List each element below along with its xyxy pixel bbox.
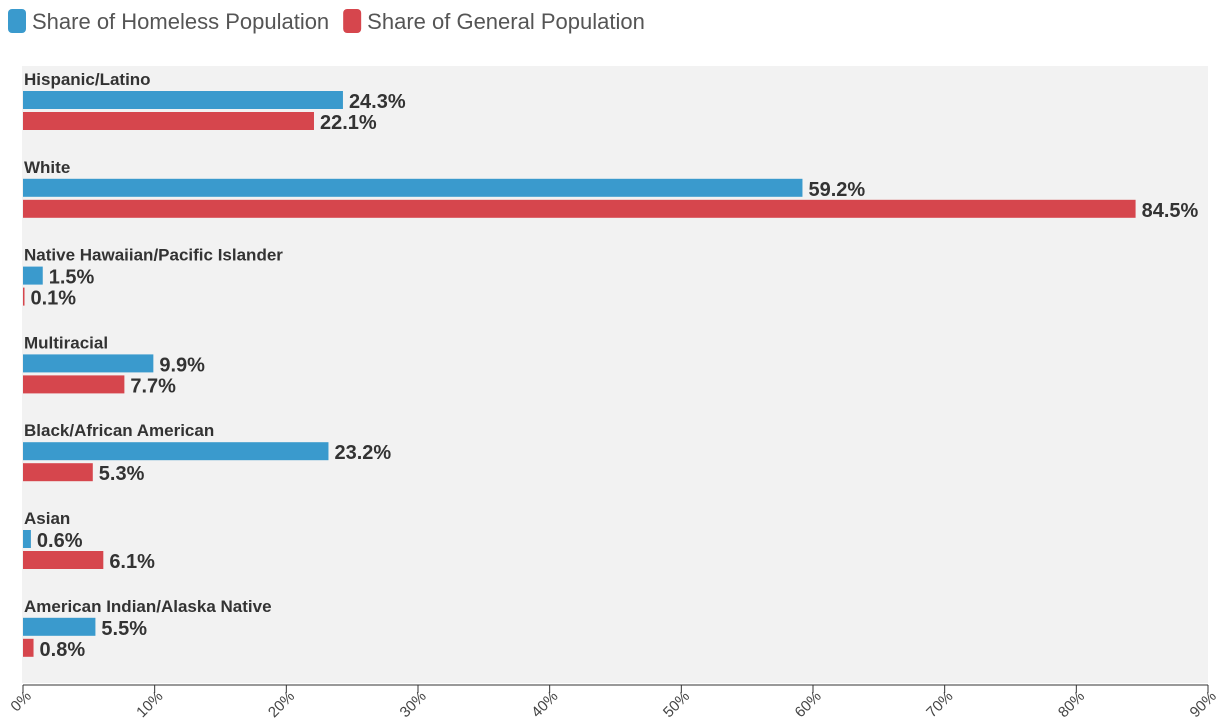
value-label: 24.3% [349,91,406,113]
value-label: 1.5% [49,267,95,289]
bar-group-asian: Asian 0.6% 6.1% [23,509,155,573]
value-label: 6.1% [109,551,155,573]
bar-group-hispanic-latino: Hispanic/Latino 24.3%22.1% [23,70,406,134]
plot-background [22,66,1208,683]
bar-share-of-general-population-black-african-american [23,463,93,482]
category-label: Black/African American [24,421,214,440]
legend-swatch-share-of-homeless-population [8,9,26,33]
bar-group-black-african-american: Black/African American 23.2% 5.3% [23,421,391,485]
value-label: 0.8% [40,639,86,661]
value-label: 22.1% [320,112,377,134]
legend: Share of Homeless Population Share of Gen… [8,9,645,34]
value-label: 5.3% [99,463,145,485]
bar-share-of-homeless-population-black-african-american [23,442,329,461]
value-label: 7.7% [130,375,176,397]
value-label: 9.9% [159,354,205,376]
x-tick-label: 50% [660,688,693,721]
bar-share-of-homeless-population-hispanic-latino [23,91,343,109]
legend-swatch-share-of-general-population [343,9,362,33]
category-label: Asian [24,509,70,528]
bar-share-of-homeless-population-american-indian-alaska-native [23,617,96,636]
x-tick-label: 80% [1055,688,1088,721]
category-label: Multiracial [24,333,108,352]
category-label: Native Hawaiian/Pacific Islander [24,246,283,265]
category-label: Hispanic/Latino [24,70,151,89]
x-tick-label: 0% [7,688,34,715]
bar-share-of-general-population-american-indian-alaska-native [23,638,34,657]
x-tick-label: 20% [265,688,298,721]
value-label: 84.5% [1142,200,1199,222]
x-axis: 0% 10% 20% 30% 40% 50% 60% 70% 80% 90% [7,684,1219,721]
value-label: 5.5% [101,618,147,640]
x-tick-label: 40% [528,688,561,721]
x-tick-label: 90% [1187,688,1219,721]
value-label: 23.2% [334,442,391,464]
category-label: American Indian/Alaska Native [24,597,272,616]
x-tick-label: 60% [792,688,825,721]
bar-share-of-homeless-population-white [23,178,803,197]
legend-label-share-of-general-population: Share of General Population [367,9,645,34]
x-tick-label: 10% [133,688,166,721]
bar-share-of-general-population-native-hawaiian-pacific-islander [23,287,25,306]
bar-group-white: White 59.2% 84.5% [23,158,1199,222]
value-label: 59.2% [808,179,865,201]
bar-group-native-hawaiian-pacific-islander: Native Hawaiian/Pacific Islander 1.5%0.1% [23,246,283,310]
x-tick-label: 30% [397,688,430,721]
bar-share-of-general-population-asian [23,551,104,569]
value-label: 0.1% [31,288,77,310]
legend-label-share-of-homeless-population: Share of Homeless Population [32,9,329,34]
category-label: White [24,158,70,177]
x-tick-label: 70% [923,688,956,721]
bar-share-of-general-population-multiracial [23,375,125,394]
bar-group-multiracial: Multiracial 9.9%7.7% [23,333,205,397]
bar-share-of-homeless-population-asian [23,530,31,548]
bar-share-of-general-population-white [23,199,1136,218]
bar-group-american-indian-alaska-native: American Indian/Alaska Native 5.5% 0.8% [23,597,272,661]
bar-share-of-general-population-hispanic-latino [23,112,314,130]
bar-share-of-homeless-population-native-hawaiian-pacific-islander [23,266,43,285]
value-label: 0.6% [37,530,83,552]
bars-group: Hispanic/Latino 24.3%22.1% White 59.2% 84.5%… [23,70,1199,661]
bar-share-of-homeless-population-multiracial [23,354,154,373]
